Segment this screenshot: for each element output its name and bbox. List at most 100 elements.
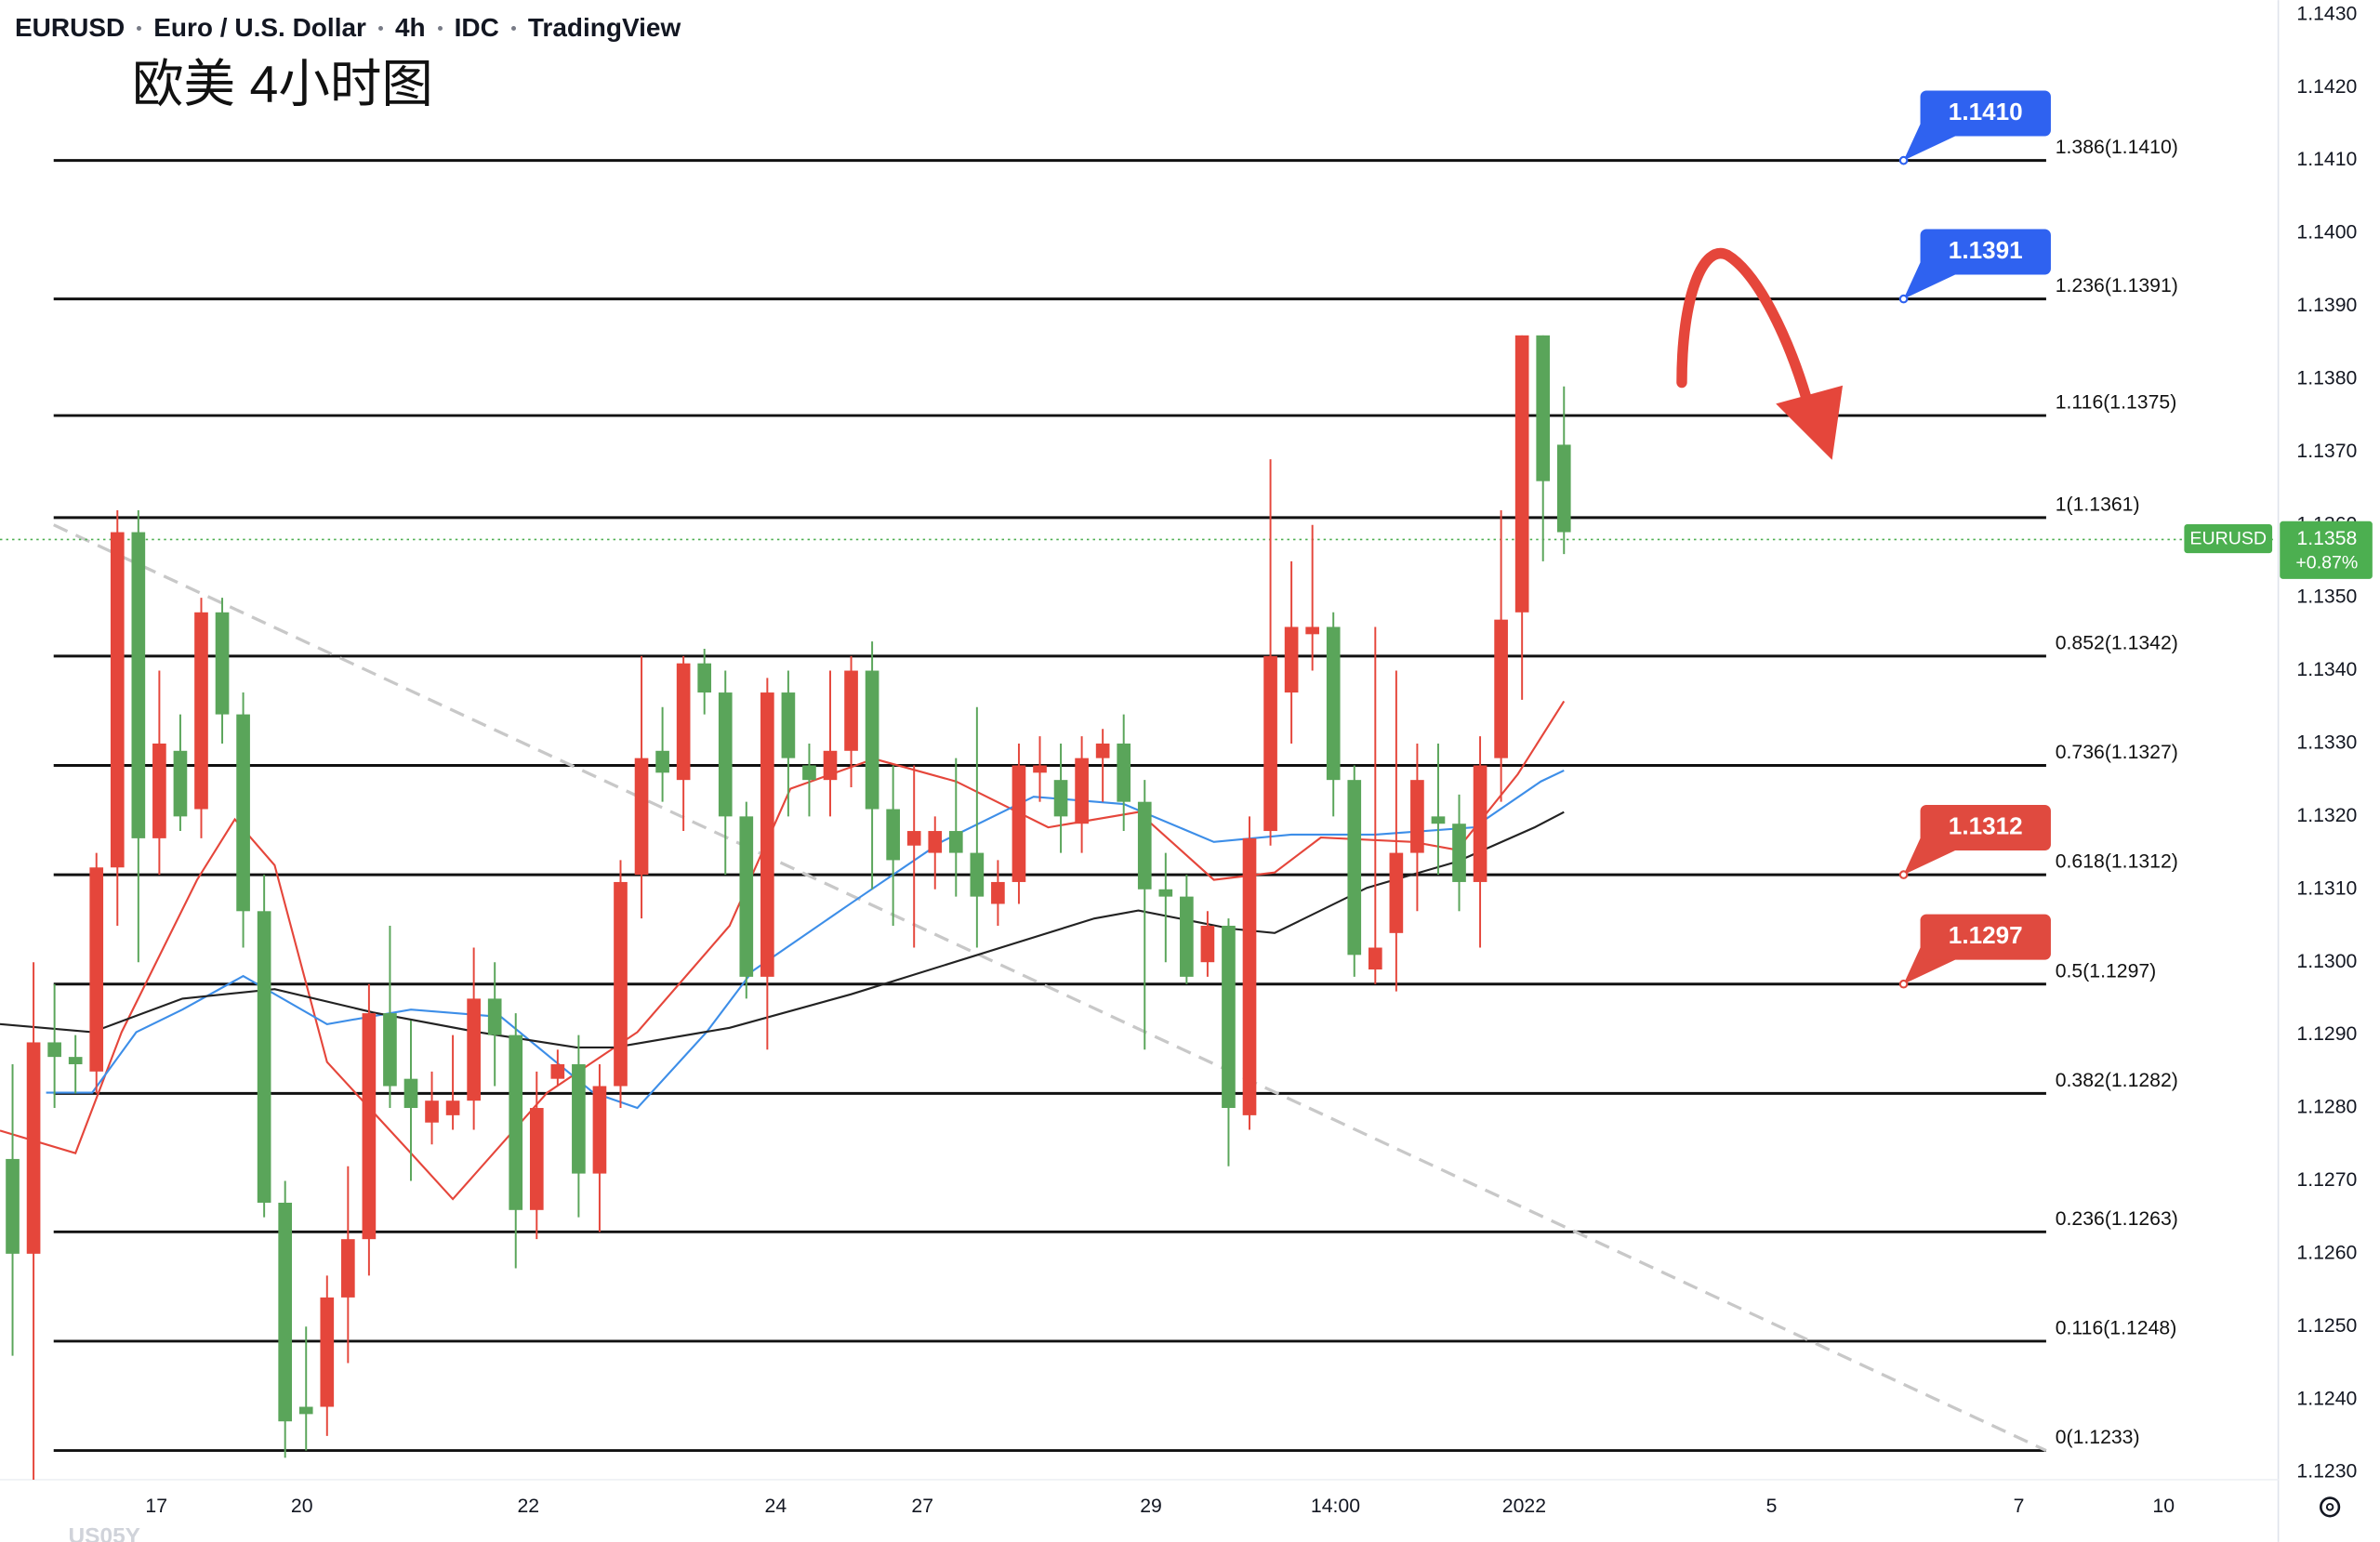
y-tick-label: 1.1370 [2296,441,2357,462]
candle-body [1473,765,1488,882]
candle-body [257,911,271,1203]
candle-body [467,998,481,1101]
header: EURUSD Euro / U.S. Dollar 4h IDC Trading… [15,13,681,43]
arrow [1676,247,1812,403]
candle-body [1242,837,1257,1115]
y-tick-label: 1.1300 [2296,951,2357,972]
candle-body [403,1078,418,1109]
symbol-tag [2184,524,2273,554]
candle-body [550,1063,565,1079]
price-tag-anchor [1898,870,1909,879]
source: IDC [454,13,499,42]
candle-body [298,1406,313,1415]
candle-body [676,663,691,781]
price-change-label: +0.87% [2295,553,2358,573]
candle-body [1431,816,1446,824]
y-tick-label: 1.1270 [2296,1169,2357,1191]
fib-label: 0.236(1.1263) [2056,1208,2178,1230]
x-tick-label: 24 [765,1496,787,1517]
candle-body [886,809,900,861]
settings-icon[interactable] [2320,1496,2341,1518]
candle-body [1556,444,1571,533]
platform: TradingView [527,13,681,42]
candle-body [383,1013,397,1087]
candle-body [110,532,125,868]
price-tag-anchor [1898,979,1909,989]
candle-body [1284,626,1299,693]
candle-body [47,1042,61,1058]
price-tag-box [1920,90,2051,137]
x-tick-label: 14:00 [1311,1496,1360,1517]
y-tick-label: 1.1410 [2296,149,2357,170]
y-tick-label: 1.1260 [2296,1242,2357,1263]
candle-body [152,743,166,838]
candle-body [865,670,879,810]
candle-body [194,612,208,810]
y-tick-label: 1.1230 [2296,1461,2357,1483]
price-tag-box [1920,804,2051,850]
interval: 4h [394,13,426,42]
y-tick-label: 1.1400 [2296,222,2357,244]
y-tick-label: 1.1280 [2296,1097,2357,1118]
candle-body [26,1042,41,1254]
candle-body [509,1035,523,1210]
candle-body [1536,335,1551,481]
x-tick-label: 2022 [1502,1496,1546,1517]
y-tick-label: 1.1420 [2296,76,2357,98]
annotation: 欧美 4小时图 [132,55,433,112]
symbol-tag-label: EURUSD [2189,529,2267,549]
price-tag-box [1920,914,2051,960]
candle-body [1305,626,1319,635]
price-tag-label: 1.1410 [1949,98,2023,125]
candle-body [970,852,985,897]
candle-body [1033,765,1047,773]
separator [437,25,443,31]
candle-body [320,1297,335,1407]
candle-body [906,831,921,846]
fib-label: 0.116(1.1248) [2056,1318,2177,1339]
candle-body [445,1100,460,1115]
candle-body [487,998,502,1035]
candle-body [89,867,104,1072]
y-tick-label: 1.1380 [2296,367,2357,389]
candle-body [572,1063,586,1174]
separator [137,25,142,31]
y-tick-label: 1.1330 [2296,732,2357,754]
fib-label: 0.5(1.1297) [2056,960,2157,982]
y-tick-label: 1.1310 [2296,877,2357,899]
price-tag-label: 1.1297 [1949,921,2023,949]
y-tick-label: 1.1430 [2296,3,2357,24]
candle-body [1368,947,1382,970]
description: Euro / U.S. Dollar [153,13,366,42]
candle-body [1263,655,1277,832]
separator [510,25,516,31]
symbol: EURUSD [15,13,126,42]
settings-icon-center [2325,1503,2334,1511]
candle-body [844,670,858,751]
fib-label: 0(1.1233) [2056,1427,2140,1448]
candle-body [928,831,943,853]
x-tick-label: 20 [291,1496,313,1517]
candle-body [1158,889,1173,897]
candle-body [1137,801,1152,890]
price-tag-anchor [1898,155,1909,165]
y-tick-label: 1.1350 [2296,586,2357,608]
annotations: 1.1230 1.1240 1.1250 1.1260 1.1270 1.1280 1.12… [145,3,2373,1517]
fib-label: 1(1.1361) [2056,494,2140,515]
candle-body [1514,335,1529,613]
candle-body [341,1239,355,1298]
candle-body [529,1108,544,1210]
candle-body [1452,824,1466,882]
moving-average-line [0,700,1566,1201]
fib-label: 1.386(1.1410) [2056,137,2178,158]
x-tick-label: 10 [2152,1496,2175,1517]
arrow-head [1776,385,1844,460]
fib-label: 0.852(1.1342) [2056,632,2178,653]
x-tick-label: 22 [517,1496,539,1517]
candle-body [1180,896,1194,977]
price-tag-box [1920,229,2051,275]
footer-text: US05Y [68,1523,140,1542]
candle-body [425,1100,439,1123]
y-tick-label: 1.1290 [2296,1023,2357,1045]
x-tick-label: 5 [1766,1496,1778,1517]
